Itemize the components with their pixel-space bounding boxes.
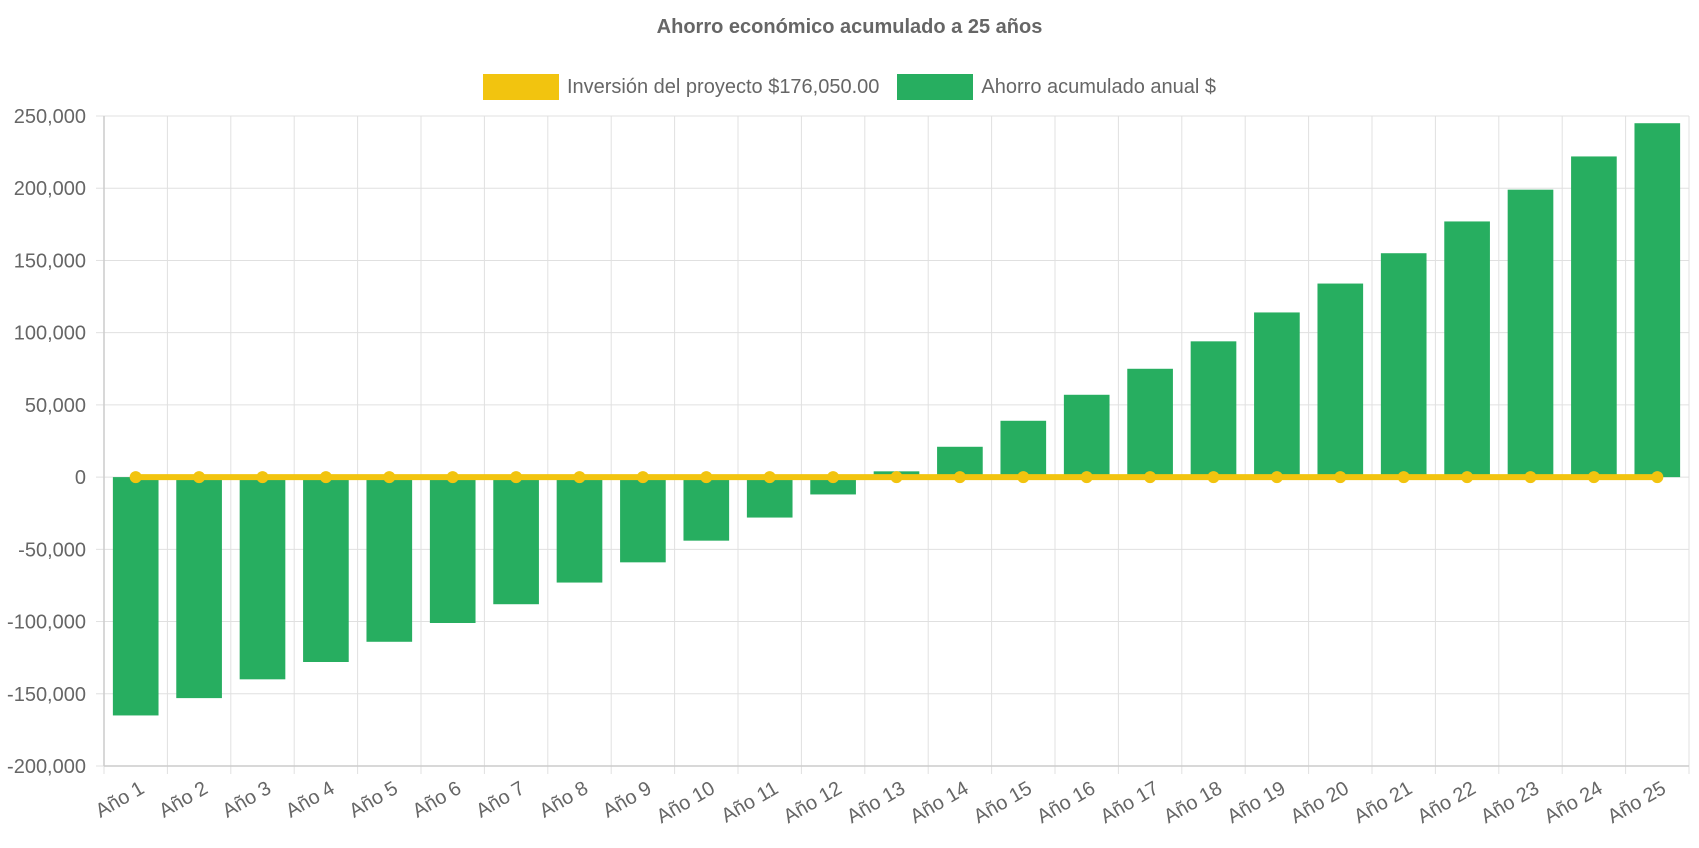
legend-item-investment[interactable]: Inversión del proyecto $176,050.00: [482, 74, 880, 100]
line-point: [510, 471, 523, 484]
bar: [1000, 420, 1047, 478]
legend-swatch-savings: [897, 74, 974, 100]
bar: [366, 477, 413, 642]
x-tick-label: Año 6: [409, 777, 465, 822]
line-point: [1017, 471, 1030, 484]
bar: [429, 477, 476, 623]
bar: [1444, 221, 1490, 478]
x-tick-label: Año 4: [282, 777, 338, 822]
x-tick-label: Año 22: [1414, 777, 1480, 828]
line-point: [700, 471, 713, 484]
line-point: [1144, 471, 1157, 484]
bar: [556, 477, 603, 583]
x-tick-label: Año 5: [346, 777, 402, 822]
x-tick-label: Año 20: [1287, 777, 1353, 828]
x-tick-label: Año 19: [1224, 777, 1290, 828]
line-point: [319, 471, 332, 484]
bar: [303, 477, 349, 662]
x-tick-label: Año 9: [599, 777, 655, 822]
x-tick-label: Año 13: [843, 777, 909, 828]
x-tick-label: Año 11: [718, 777, 783, 827]
line-point: [1651, 471, 1664, 484]
x-tick-label: Año 23: [1477, 777, 1543, 828]
line-point: [1207, 471, 1220, 484]
line-point: [1587, 471, 1600, 484]
y-tick-label: 250,000: [14, 106, 86, 128]
x-tick-label: Año 12: [780, 777, 846, 828]
bar: [112, 477, 159, 716]
legend-label-savings: Ahorro acumulado anual $: [981, 75, 1217, 98]
x-tick-label: Año 8: [536, 777, 592, 822]
line-point: [256, 471, 269, 484]
x-tick-label: Año 2: [155, 777, 211, 822]
line-point: [383, 471, 396, 484]
line-point: [953, 471, 966, 484]
line-point: [1334, 471, 1347, 484]
bar: [1190, 341, 1237, 478]
legend-swatch-investment: [482, 74, 559, 100]
legend-label-investment: Inversión del proyecto $176,050.00: [566, 75, 880, 98]
x-tick-label: Año 24: [1541, 777, 1607, 828]
x-tick-label: Año 14: [907, 777, 973, 828]
line-point: [573, 471, 586, 484]
y-tick-label: -150,000: [7, 684, 86, 706]
x-tick-label: Año 7: [472, 777, 528, 822]
x-tick-label: Año 21: [1350, 777, 1416, 828]
y-tick-label: -200,000: [7, 756, 86, 778]
line-point: [193, 471, 206, 484]
line-point: [1461, 471, 1474, 484]
x-tick-label: Año 16: [1033, 777, 1099, 828]
line-point: [1397, 471, 1410, 484]
bar: [620, 477, 666, 563]
x-tick-label: Año 17: [1097, 777, 1163, 828]
line-point: [129, 471, 142, 484]
x-tick-label: Año 3: [219, 777, 275, 822]
x-tick-label: Año 10: [653, 777, 719, 828]
bar: [1063, 394, 1110, 478]
bar: [1127, 368, 1173, 478]
legend: Inversión del proyecto $176,050.00 Ahorr…: [0, 74, 1699, 100]
y-tick-label: -50,000: [18, 539, 86, 561]
x-tick-label: Año 15: [970, 777, 1036, 828]
y-tick-label: 0: [75, 467, 86, 489]
chart-title: Ahorro económico acumulado a 25 años: [656, 16, 1043, 38]
x-tick-label: Año 18: [1160, 777, 1226, 828]
bar: [176, 477, 222, 699]
bar: [239, 477, 286, 680]
line-point: [827, 471, 840, 484]
line-point: [446, 471, 459, 484]
bar: [810, 477, 856, 495]
bar: [1254, 312, 1300, 478]
y-tick-label: 100,000: [14, 323, 86, 345]
bar: [1380, 253, 1427, 478]
line-point: [763, 471, 776, 484]
line-point: [890, 471, 903, 484]
y-tick-label: -100,000: [7, 612, 86, 634]
line-point: [1080, 471, 1093, 484]
legend-item-savings[interactable]: Ahorro acumulado anual $: [897, 74, 1216, 100]
line-point: [1270, 471, 1283, 484]
y-tick-label: 50,000: [25, 395, 86, 417]
x-tick-label: Año 25: [1604, 777, 1670, 828]
x-tick-label: Año 1: [92, 777, 148, 822]
bar: [1634, 123, 1681, 478]
bar: [746, 477, 793, 518]
bar: [1507, 189, 1554, 478]
y-tick-label: 150,000: [14, 250, 86, 272]
bar: [493, 477, 539, 605]
line-point: [1524, 471, 1537, 484]
bar: [683, 477, 730, 541]
y-tick-label: 200,000: [14, 178, 86, 200]
line-point: [636, 471, 649, 484]
bar: [1571, 156, 1617, 478]
bar: [1317, 283, 1364, 478]
